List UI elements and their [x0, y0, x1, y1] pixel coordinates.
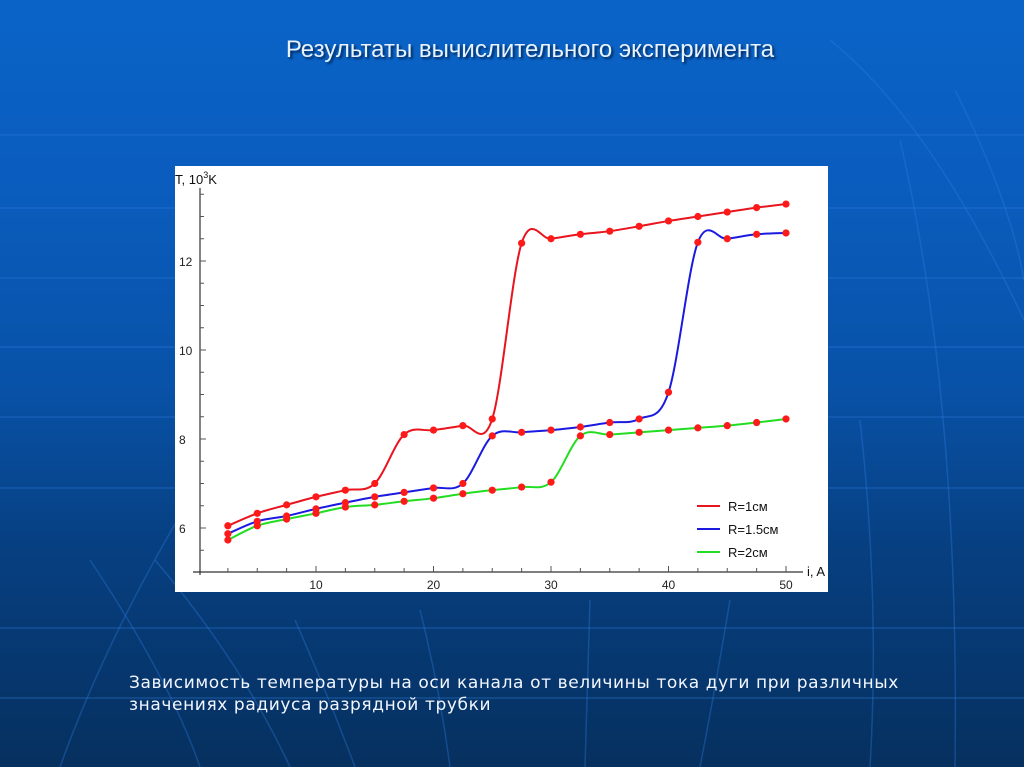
data-point-marker: [371, 479, 379, 488]
data-point-marker: [518, 428, 526, 436]
data-point-marker: [694, 212, 702, 221]
data-point-marker: [341, 499, 349, 507]
data-point-marker: [753, 418, 761, 427]
data-point-marker: [400, 497, 408, 505]
slide-caption: Зависимость температуры на оси канала от…: [129, 672, 1009, 716]
data-point-marker: [547, 478, 555, 486]
y-tick-label: 8: [179, 433, 186, 447]
data-point-marker: [723, 422, 731, 430]
data-point-marker: [429, 426, 438, 434]
data-point-marker: [782, 200, 790, 208]
data-point-marker: [459, 490, 467, 498]
data-point-marker: [518, 483, 526, 491]
data-point-marker: [782, 415, 790, 423]
data-point-marker: [518, 239, 526, 247]
series-line-R=1.5см: [227, 229, 787, 535]
slide-title: Результаты вычислительного эксперимента: [285, 36, 775, 63]
chart-panel: 6 8 10 12 10 20 30 40 50 T, 103K i, A R=1см R=1.5см…: [175, 166, 828, 592]
series-line-R=1см: [227, 203, 787, 527]
data-point-marker: [576, 423, 584, 431]
data-point-marker: [635, 222, 643, 230]
data-point-marker: [488, 415, 496, 423]
caption-line-2: значениях радиуса разрядной трубки: [129, 695, 492, 715]
data-point-marker: [723, 235, 731, 243]
data-point-marker: [753, 230, 761, 238]
data-point-marker: [664, 388, 673, 396]
data-point-marker: [664, 217, 673, 225]
data-point-marker: [694, 424, 702, 432]
data-point-marker: [753, 204, 761, 212]
data-point-marker: [635, 415, 643, 423]
data-point-marker: [606, 430, 614, 439]
x-tick-label: 20: [427, 578, 441, 592]
data-point-marker: [576, 230, 584, 238]
chart-legend: R=1см R=1.5см R=2см: [697, 499, 779, 560]
data-point-marker: [253, 509, 261, 517]
data-point-marker: [459, 479, 467, 488]
chart-series-lines: [227, 203, 787, 541]
data-point-marker: [635, 428, 643, 436]
series-line-R=2см: [227, 417, 787, 541]
data-point-marker: [664, 426, 673, 434]
data-point-marker: [312, 493, 320, 501]
data-point-marker: [371, 501, 379, 509]
chart-data-markers: [224, 200, 790, 544]
data-point-marker: [400, 488, 408, 496]
y-axis-label: T, 103K: [175, 170, 217, 187]
data-point-marker: [459, 422, 467, 430]
data-point-marker: [547, 235, 555, 243]
data-point-marker: [606, 227, 614, 235]
legend-label: R=2см: [728, 545, 768, 560]
x-tick-label: 40: [662, 578, 676, 592]
y-tick-label: 10: [179, 344, 193, 358]
data-point-marker: [694, 238, 702, 246]
data-point-marker: [488, 486, 496, 494]
x-tick-label: 50: [779, 578, 793, 592]
line-chart: 6 8 10 12 10 20 30 40 50 T, 103K i, A R=1см R=1.5см…: [175, 170, 825, 592]
data-point-marker: [371, 493, 379, 501]
y-tick-label: 6: [179, 522, 186, 536]
data-point-marker: [429, 484, 438, 492]
x-axis-label: i, A: [807, 564, 825, 579]
data-point-marker: [312, 505, 320, 513]
data-point-marker: [723, 208, 731, 216]
legend-label: R=1.5см: [728, 522, 779, 537]
data-point-marker: [341, 486, 349, 494]
data-point-marker: [224, 536, 232, 544]
chart-axes: 6 8 10 12 10 20 30 40 50 T, 103K i, A: [175, 170, 825, 592]
data-point-marker: [224, 522, 232, 530]
data-point-marker: [400, 430, 408, 439]
data-point-marker: [429, 494, 438, 502]
data-point-marker: [283, 512, 291, 520]
data-point-marker: [253, 517, 261, 525]
x-tick-label: 10: [309, 578, 323, 592]
data-point-marker: [576, 432, 584, 440]
data-point-marker: [606, 418, 614, 427]
data-point-marker: [488, 432, 496, 440]
data-point-marker: [283, 501, 291, 509]
x-tick-label: 30: [544, 578, 558, 592]
data-point-marker: [547, 426, 555, 434]
data-point-marker: [224, 530, 232, 538]
y-tick-label: 12: [179, 255, 193, 269]
caption-line-1: Зависимость температуры на оси канала от…: [129, 673, 899, 693]
data-point-marker: [782, 229, 790, 237]
legend-label: R=1см: [728, 499, 768, 514]
